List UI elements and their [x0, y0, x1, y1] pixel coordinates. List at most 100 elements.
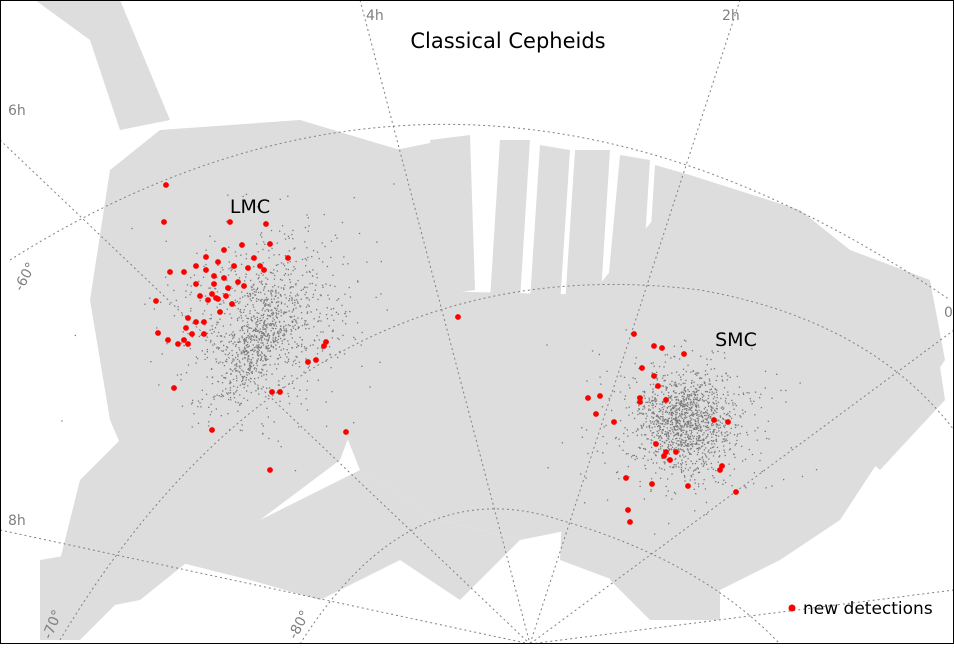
cepheid-point	[712, 411, 714, 414]
cepheid-point	[255, 368, 258, 370]
cepheid-point	[656, 462, 658, 464]
new-detection-point	[305, 359, 311, 365]
new-detection-point	[267, 241, 273, 247]
new-detection-point	[611, 419, 617, 425]
cepheid-point	[257, 341, 259, 343]
cepheid-point	[238, 302, 240, 305]
cepheid-point	[291, 233, 293, 236]
cepheid-point	[690, 430, 693, 432]
cepheid-point	[215, 288, 217, 290]
cepheid-point	[689, 426, 691, 428]
cepheid-point	[257, 353, 259, 355]
cepheid-point	[331, 337, 333, 339]
cepheid-point	[712, 352, 714, 354]
cepheid-point	[322, 331, 324, 333]
cepheid-point	[715, 434, 717, 436]
cepheid-point	[712, 429, 715, 431]
cepheid-point	[703, 381, 705, 383]
cepheid-point	[716, 375, 718, 377]
cepheid-point	[698, 414, 700, 416]
cepheid-point	[628, 414, 630, 416]
cepheid-point	[653, 421, 656, 423]
cepheid-point	[601, 406, 604, 408]
cepheid-point	[690, 386, 692, 388]
cepheid-point	[676, 433, 678, 435]
cepheid-point	[256, 350, 258, 353]
cepheid-point	[246, 346, 248, 348]
cepheid-point	[645, 401, 647, 404]
cepheid-point	[221, 340, 223, 342]
cepheid-point	[299, 389, 301, 391]
cepheid-point	[608, 397, 610, 400]
cepheid-point	[705, 437, 707, 439]
cepheid-point	[234, 341, 236, 343]
cepheid-point	[275, 309, 278, 312]
cepheid-point	[235, 255, 237, 257]
cepheid-point	[735, 424, 737, 426]
cepheid-point	[249, 327, 251, 329]
cepheid-point	[695, 441, 698, 443]
cepheid-point	[695, 468, 697, 470]
cepheid-point	[634, 378, 636, 380]
cepheid-point	[670, 440, 673, 442]
cepheid-point	[703, 414, 706, 417]
cepheid-point	[680, 401, 683, 403]
cepheid-point	[662, 449, 665, 451]
cepheid-point	[236, 365, 238, 367]
cepheid-point	[248, 369, 250, 371]
cepheid-point	[729, 448, 732, 450]
new-detection-point	[203, 254, 209, 260]
cepheid-point	[696, 436, 698, 438]
cepheid-point	[260, 300, 262, 302]
cepheid-point	[291, 311, 293, 313]
cepheid-point	[675, 438, 677, 440]
cepheid-point	[244, 305, 247, 307]
cepheid-point	[279, 328, 282, 330]
cepheid-point	[646, 426, 648, 428]
new-detection-point	[171, 385, 177, 391]
cepheid-point	[275, 336, 277, 339]
cepheid-point	[265, 378, 267, 381]
cepheid-point	[274, 307, 276, 309]
cepheid-point	[667, 432, 669, 434]
cepheid-point	[714, 450, 716, 453]
new-detection-point	[231, 263, 237, 269]
cepheid-point	[696, 412, 698, 414]
cepheid-point	[698, 440, 700, 442]
new-detection-point	[269, 389, 275, 395]
cepheid-point	[295, 295, 297, 297]
cepheid-point	[685, 412, 688, 414]
cepheid-point	[308, 327, 310, 330]
cepheid-point	[238, 360, 240, 362]
cepheid-point	[661, 385, 663, 387]
cepheid-point	[679, 407, 681, 409]
cepheid-point	[260, 351, 263, 353]
cepheid-point	[330, 240, 333, 242]
cepheid-point	[690, 433, 692, 435]
cepheid-point	[637, 429, 639, 431]
cepheid-point	[260, 314, 263, 317]
cepheid-point	[742, 460, 744, 462]
cepheid-point	[705, 436, 708, 438]
cepheid-point	[294, 341, 296, 343]
cepheid-point	[672, 405, 675, 407]
cepheid-point	[345, 310, 347, 313]
cepheid-point	[682, 431, 684, 434]
cepheid-point	[715, 403, 718, 405]
cepheid-point	[193, 413, 195, 415]
cepheid-point	[746, 434, 749, 436]
cepheid-point	[683, 420, 685, 423]
new-detection-point	[161, 219, 167, 225]
cepheid-point	[664, 431, 667, 433]
cepheid-point	[341, 304, 343, 307]
cepheid-point	[662, 416, 664, 418]
cepheid-point	[283, 327, 285, 329]
cepheid-point	[276, 242, 278, 244]
cepheid-point	[217, 331, 220, 334]
cepheid-point	[644, 455, 646, 457]
cepheid-point	[254, 334, 256, 336]
cepheid-point	[741, 445, 743, 447]
cepheid-point	[232, 337, 234, 340]
cepheid-point	[681, 449, 683, 451]
new-detection-point	[593, 411, 599, 417]
